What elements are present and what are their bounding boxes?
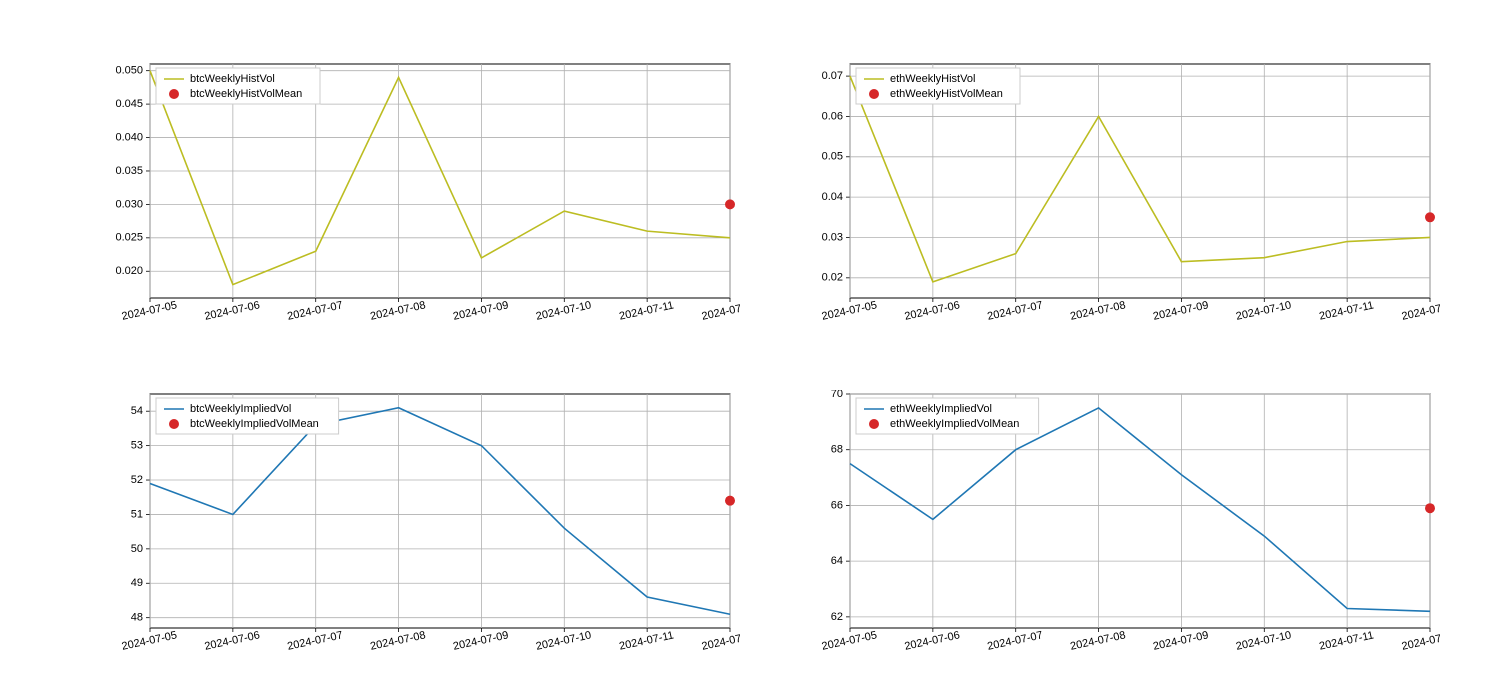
ytick-label: 54 — [131, 405, 143, 417]
mean-marker — [1425, 212, 1435, 222]
chart-grid: 0.020 0.025 0.030 0.035 0.040 0.045 0.050 2024-… — [0, 0, 1500, 700]
ytick-label: 0.07 — [822, 70, 843, 82]
legend-line-label: ethWeeklyHistVol — [890, 73, 975, 85]
ytick-label: 64 — [831, 555, 843, 567]
xtick-label: 2024-07-09 — [452, 629, 510, 652]
ytick-label: 52 — [131, 474, 143, 486]
xtick-label: 2024-07-06 — [203, 299, 261, 322]
xtick-label: 2024-07-10 — [535, 629, 593, 652]
ytick-label: 0.04 — [822, 191, 843, 203]
legend-line-label: btcWeeklyHistVol — [190, 73, 275, 85]
ytick-label: 48 — [131, 612, 143, 624]
xtick-label: 2024-07-05 — [121, 629, 179, 652]
panel-btc-hist: 0.020 0.025 0.030 0.035 0.040 0.045 0.050 2024-… — [100, 60, 740, 330]
xtick-label: 2024-07-11 — [1318, 629, 1375, 652]
legend-mean-label: btcWeeklyHistVolMean — [190, 88, 302, 100]
xtick-label: 2024-07-07 — [986, 299, 1044, 322]
chart-svg: 0.020 0.025 0.030 0.035 0.040 0.045 0.050 2024-… — [100, 60, 740, 330]
xtick-label: 2024-07-08 — [369, 629, 427, 652]
legend-marker-sample — [869, 419, 879, 429]
xtick-label: 2024-07-06 — [903, 299, 961, 322]
ytick-label: 0.020 — [115, 265, 143, 277]
mean-marker — [725, 496, 735, 506]
legend-line-label: btcWeeklyImpliedVol — [190, 403, 291, 415]
ytick-label: 53 — [131, 440, 143, 452]
legend-mean-label: ethWeeklyImpliedVolMean — [890, 418, 1019, 430]
xtick-label: 2024-07-11 — [618, 299, 675, 322]
xtick-label: 2024-07-08 — [369, 299, 427, 322]
ytick-label: 0.02 — [822, 272, 843, 284]
xtick-label: 2024-07-10 — [1235, 629, 1293, 652]
xtick-label: 2024-07-06 — [903, 629, 961, 652]
xtick-label: 2024-07-12 — [701, 299, 740, 322]
ytick-label: 0.040 — [115, 131, 143, 143]
ytick-label: 49 — [131, 577, 143, 589]
xtick-label: 2024-07-07 — [286, 299, 344, 322]
xtick-label: 2024-07-09 — [1152, 629, 1210, 652]
ytick-label: 0.035 — [115, 165, 143, 177]
panel-btc-impl: 48 49 50 51 52 53 54 2024-07-05 2024-07-06 2024-0… — [100, 390, 740, 660]
legend-marker-sample — [869, 89, 879, 99]
xtick-label: 2024-07-07 — [286, 629, 344, 652]
ytick-label: 51 — [131, 508, 143, 520]
ytick-label: 0.03 — [822, 231, 843, 243]
ytick-label: 62 — [831, 611, 843, 623]
chart-svg: 62 64 66 68 70 2024-07-05 2024-07-06 2024-07-07… — [800, 390, 1440, 660]
xtick-label: 2024-07-08 — [1069, 299, 1127, 322]
panel-eth-hist: 0.02 0.03 0.04 0.05 0.06 0.07 2024-07-05 2024-0… — [800, 60, 1440, 330]
legend-marker-sample — [169, 419, 179, 429]
ytick-label: 68 — [831, 444, 843, 456]
ytick-label: 0.025 — [115, 232, 143, 244]
panel-eth-impl: 62 64 66 68 70 2024-07-05 2024-07-06 2024-07-07… — [800, 390, 1440, 660]
xtick-label: 2024-07-05 — [821, 629, 879, 652]
chart-svg: 0.02 0.03 0.04 0.05 0.06 0.07 2024-07-05 2024-0… — [800, 60, 1440, 330]
ytick-label: 50 — [131, 543, 143, 555]
xtick-label: 2024-07-05 — [121, 299, 179, 322]
xtick-label: 2024-07-12 — [1401, 299, 1440, 322]
legend-mean-label: ethWeeklyHistVolMean — [890, 88, 1003, 100]
mean-marker — [725, 199, 735, 209]
legend-line-label: ethWeeklyImpliedVol — [890, 403, 992, 415]
series-line — [850, 408, 1430, 611]
ytick-label: 0.030 — [115, 198, 143, 210]
legend-marker-sample — [169, 89, 179, 99]
xtick-label: 2024-07-10 — [1235, 299, 1293, 322]
ytick-label: 66 — [831, 499, 843, 511]
xtick-label: 2024-07-11 — [618, 629, 675, 652]
xtick-label: 2024-07-08 — [1069, 629, 1127, 652]
xtick-label: 2024-07-07 — [986, 629, 1044, 652]
chart-svg: 48 49 50 51 52 53 54 2024-07-05 2024-07-06 2024-0… — [100, 390, 740, 660]
series-line — [850, 76, 1430, 282]
legend-mean-label: btcWeeklyImpliedVolMean — [190, 418, 319, 430]
xtick-label: 2024-07-12 — [1401, 629, 1440, 652]
ytick-label: 0.050 — [115, 65, 143, 77]
xtick-label: 2024-07-10 — [535, 299, 593, 322]
xtick-label: 2024-07-09 — [452, 299, 510, 322]
ytick-label: 0.045 — [115, 98, 143, 110]
ytick-label: 0.05 — [822, 151, 843, 163]
xtick-label: 2024-07-12 — [701, 629, 740, 652]
xtick-label: 2024-07-09 — [1152, 299, 1210, 322]
ytick-label: 70 — [831, 390, 843, 400]
ytick-label: 0.06 — [822, 110, 843, 122]
xtick-label: 2024-07-05 — [821, 299, 879, 322]
xtick-label: 2024-07-06 — [203, 629, 261, 652]
xtick-label: 2024-07-11 — [1318, 299, 1375, 322]
mean-marker — [1425, 503, 1435, 513]
